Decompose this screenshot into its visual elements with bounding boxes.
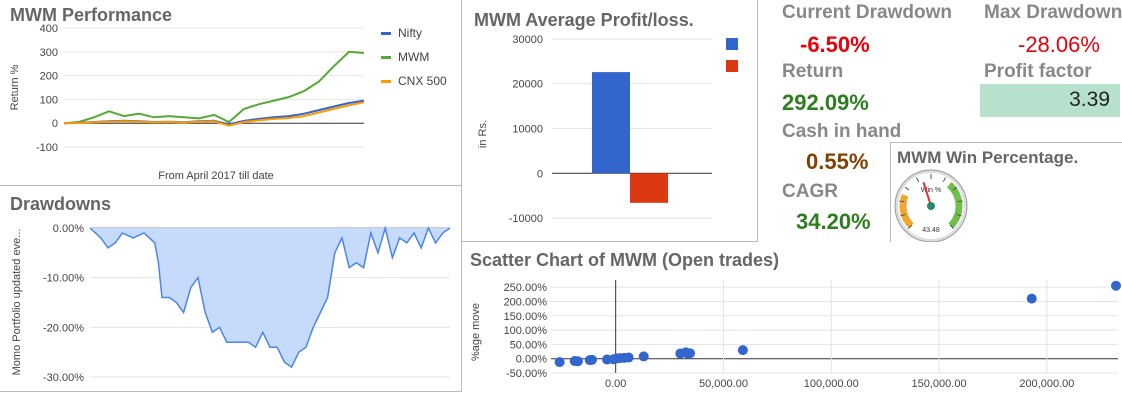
- scatter-point: [1026, 293, 1037, 304]
- avg-profit-chart: 30000 20000 10000 0 -10000 in Rs.: [477, 34, 738, 225]
- gauge-tick: [952, 186, 958, 191]
- gauge-tick: [957, 200, 963, 203]
- scatter-point: [685, 348, 696, 359]
- scatter-point: [623, 352, 634, 363]
- x-tick-label: 0.00: [605, 378, 626, 390]
- max-drawdown-value: -28.06%: [1018, 32, 1100, 57]
- current-drawdown-label: Current Drawdown: [782, 2, 952, 23]
- legend-label: MWM: [398, 50, 429, 64]
- gauge-tick: [942, 177, 946, 183]
- y-tick-label: 200.00%: [504, 296, 548, 308]
- win-percentage-title: MWM Win Percentage.: [897, 148, 1079, 167]
- y-tick-label: -50.00%: [506, 368, 547, 380]
- performance-panel: MWM Performance 400 300 200 100 0 -100 Return …: [0, 0, 462, 186]
- current-drawdown-value: -6.50%: [800, 32, 870, 57]
- y-axis-label: Momo Portfolio updated eve...: [11, 229, 23, 376]
- scatter-point: [586, 354, 597, 365]
- x-axis-label: From April 2017 till date: [158, 170, 274, 182]
- scatter-point: [1111, 280, 1121, 291]
- gauge-tick: [900, 213, 906, 217]
- gauge-tick: [904, 186, 910, 191]
- y-tick-label: 30000: [512, 34, 543, 46]
- performance-chart: 400 300 200 100 0 -100 Return % From April 2017…: [9, 23, 447, 182]
- scatter-title: Scatter Chart of MWM (Open trades): [470, 250, 780, 270]
- win-percentage-panel: MWM Win Percentage. Win % 43.48: [890, 142, 1122, 243]
- series-line-mwm: [63, 50, 365, 125]
- x-tick-label: 150,000.00: [912, 378, 967, 390]
- gauge-tick: [916, 177, 920, 183]
- y-tick-label: 150.00%: [504, 311, 548, 323]
- y-tick-label: 0.00%: [53, 223, 84, 235]
- scatter-point: [737, 345, 748, 356]
- y-tick-label: -10000: [509, 213, 543, 225]
- y-axis-label: %age move: [470, 303, 482, 361]
- legend-swatch: [381, 80, 391, 83]
- scatter-point: [638, 351, 649, 362]
- y-tick-label: 0.00%: [516, 354, 547, 366]
- legend-swatch-loss: [726, 60, 738, 72]
- profit-factor-value: 3.39: [980, 84, 1120, 117]
- x-tick-label: 50,000.00: [699, 378, 748, 390]
- y-tick-label: 0: [537, 168, 543, 180]
- legend-label: Nifty: [398, 26, 422, 40]
- drawdowns-chart: 0.00% -10.00% -20.00% -30.00% Momo Portfolio…: [11, 223, 451, 384]
- gauge-band-orange: [899, 193, 914, 229]
- y-tick-label: 20000: [512, 79, 543, 91]
- y-tick-label: 0: [52, 118, 58, 130]
- performance-title: MWM Performance: [10, 5, 173, 25]
- legend-swatch: [381, 32, 391, 35]
- y-tick-label: -10.00%: [43, 273, 84, 285]
- gauge-band-green: [946, 182, 963, 229]
- gauge-tick: [908, 224, 913, 229]
- drawdowns-panel: Drawdowns 0.00% -10.00% -20.00% -30.00% Momo…: [0, 186, 462, 392]
- scatter-point: [554, 357, 565, 368]
- gauge-hub: [927, 202, 935, 210]
- drawdowns-title: Drawdowns: [10, 194, 112, 214]
- gauge-tick: [956, 213, 962, 217]
- y-tick-label: -100: [36, 142, 58, 154]
- profit-factor-label: Profit factor: [984, 61, 1092, 82]
- legend-swatch: [381, 56, 391, 59]
- y-tick-label: 100: [40, 94, 58, 106]
- gauge-tick: [949, 224, 954, 229]
- gauge-tick: [899, 200, 905, 203]
- y-axis-label: Return %: [9, 64, 21, 110]
- scatter-point: [572, 356, 583, 367]
- y-tick-label: -20.00%: [43, 322, 84, 334]
- scatter-panel: Scatter Chart of MWM (Open trades) 250.0…: [462, 242, 1122, 406]
- gauge-needle: [922, 181, 932, 207]
- y-tick-label: -30.00%: [43, 372, 84, 384]
- avg-profit-title: MWM Average Profit/loss.: [474, 10, 694, 30]
- x-tick-label: 200,000.00: [1019, 378, 1074, 390]
- x-tick-label: 100,000.00: [804, 378, 859, 390]
- y-tick-label: 50.00%: [510, 339, 548, 351]
- drawdown-line: [89, 225, 451, 369]
- y-tick-label: 300: [40, 47, 58, 59]
- y-tick-label: 400: [40, 23, 58, 35]
- bar-loss: [630, 173, 668, 203]
- return-value: 292.09%: [782, 90, 869, 115]
- max-drawdown-label: Max Drawdown: [984, 2, 1122, 23]
- legend-swatch-profit: [726, 38, 738, 50]
- series-line-cnx-500: [63, 101, 365, 127]
- cash-in-hand-label: Cash in hand: [782, 121, 902, 142]
- y-tick-label: 10000: [512, 124, 543, 136]
- y-tick-label: 200: [40, 71, 58, 83]
- drawdown-area: [90, 228, 450, 368]
- scatter-chart: 250.00% 200.00% 150.00% 100.00% 50.00% 0.00% -…: [470, 280, 1121, 390]
- y-axis-label: in Rs.: [477, 120, 489, 148]
- bar-profit: [592, 72, 630, 174]
- cagr-value: 34.20%: [796, 209, 871, 234]
- return-label: Return: [782, 61, 844, 82]
- cagr-label: CAGR: [782, 181, 838, 202]
- legend-label: CNX 500: [398, 74, 447, 88]
- win-percentage-gauge: Win % 43.48: [894, 169, 968, 243]
- cash-in-hand-value: 0.55%: [806, 149, 869, 174]
- gauge-label: Win %: [921, 187, 941, 194]
- y-tick-label: 100.00%: [504, 325, 548, 337]
- avg-profit-panel: MWM Average Profit/loss. 30000 20000 10000…: [462, 0, 758, 242]
- y-tick-label: 250.00%: [504, 282, 548, 294]
- gauge-value: 43.48: [922, 227, 940, 234]
